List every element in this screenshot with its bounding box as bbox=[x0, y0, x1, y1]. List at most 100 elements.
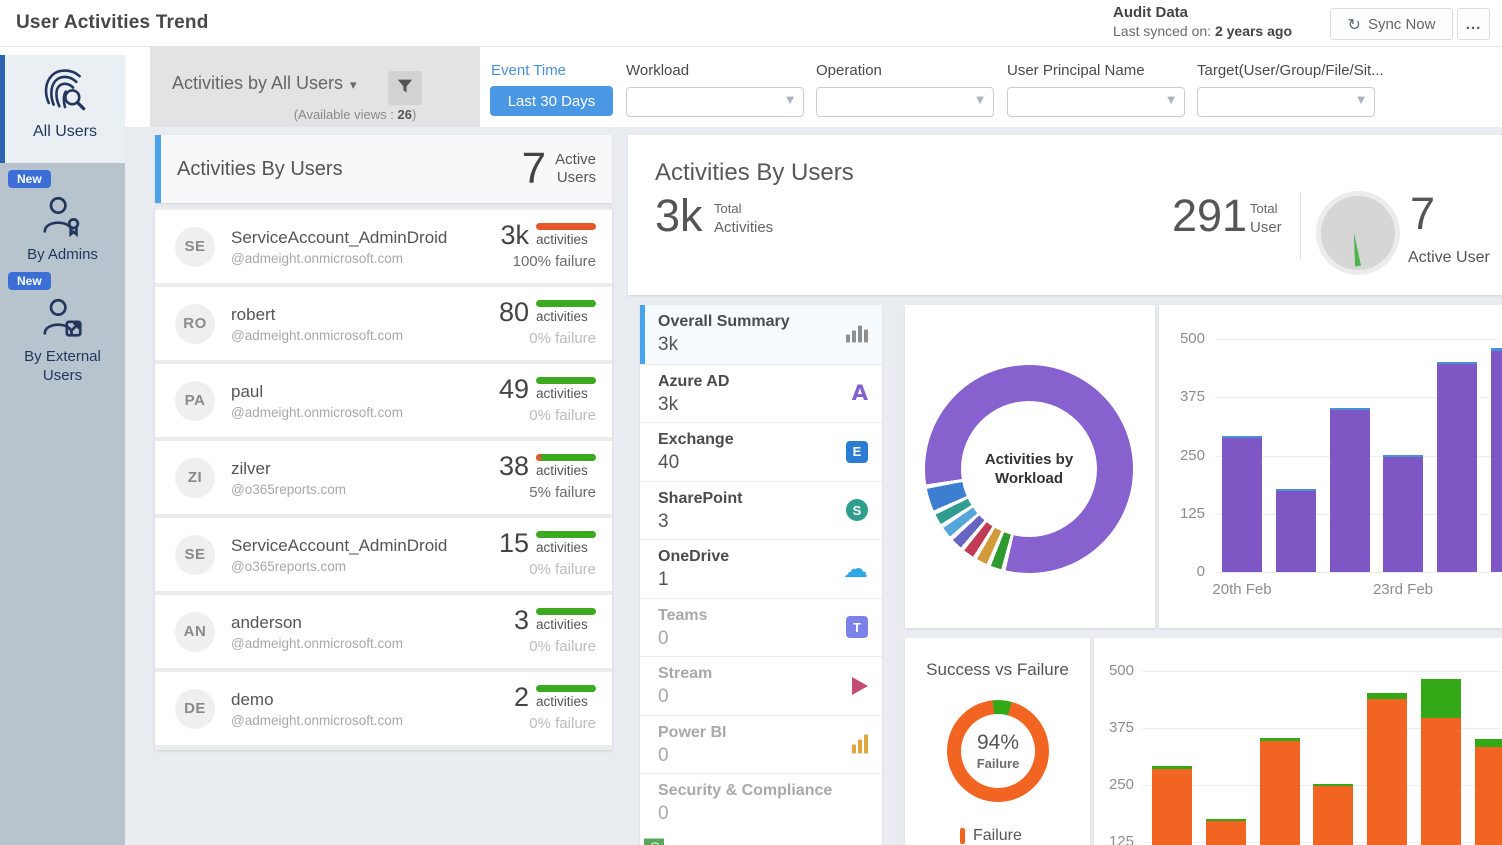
workload-donut-chart[interactable]: Activities by Workload bbox=[925, 365, 1133, 573]
workload-item-exchange[interactable]: Exchange 40 E bbox=[640, 422, 882, 481]
more-options-button[interactable]: ... bbox=[1457, 8, 1490, 40]
bar-segment-failure bbox=[1260, 741, 1300, 845]
user-cards: SE ServiceAccount_AdminDroid @admeight.onm… bbox=[155, 210, 612, 745]
user-info: demo @admeight.onmicrosoft.com bbox=[231, 690, 403, 728]
activity-unit-label: activities bbox=[536, 232, 588, 248]
workload-item-stream[interactable]: Stream 0 bbox=[640, 656, 882, 715]
filter-dropdown-target-user-group-file-sit: Target(User/Group/File/Sit... ▼ bbox=[1197, 62, 1384, 117]
user-metrics: 38 activities 5% failure bbox=[499, 453, 596, 501]
bar-24th-feb[interactable] bbox=[1437, 362, 1477, 572]
filter-label: Target(User/Group/File/Sit... bbox=[1197, 62, 1384, 79]
user-info: ServiceAccount_AdminDroid @o365reports.co… bbox=[231, 536, 447, 574]
sidebar-gap bbox=[0, 47, 125, 55]
activity-count-row: 15 activities bbox=[498, 528, 596, 559]
gridline bbox=[1142, 728, 1502, 729]
bar-23rd-feb[interactable] bbox=[1313, 784, 1353, 845]
workload-item-teams[interactable]: Teams 0 T bbox=[640, 597, 882, 656]
activity-bar-unit: activities bbox=[536, 300, 596, 324]
total-activities-value: 3k bbox=[655, 190, 703, 241]
workload-name: SharePoint bbox=[658, 489, 743, 507]
bar-22nd-feb[interactable] bbox=[1330, 408, 1370, 572]
gauge-needle bbox=[1350, 231, 1361, 267]
failure-ratio-fill bbox=[536, 223, 596, 231]
workload-item-overall-summary[interactable]: Overall Summary 3k bbox=[640, 305, 882, 364]
legend: Failure bbox=[960, 827, 1022, 845]
teams-icon: T bbox=[846, 616, 868, 639]
failure-ratio-bar bbox=[536, 608, 596, 616]
bar-segment-failure bbox=[1475, 747, 1502, 845]
bar-22nd-feb[interactable] bbox=[1260, 738, 1300, 845]
bar-24th-feb[interactable] bbox=[1367, 693, 1407, 845]
failure-percent-text: 5% failure bbox=[529, 483, 596, 501]
activity-unit-label: activities bbox=[536, 694, 588, 710]
workload-item-onedrive[interactable]: OneDrive 1 ☁ bbox=[640, 539, 882, 598]
activity-unit-label: activities bbox=[536, 540, 588, 556]
bar-23rd-feb[interactable] bbox=[1383, 455, 1423, 572]
failure-percent-label: Failure bbox=[976, 756, 1020, 771]
user-card[interactable]: AN anderson @admeight.onmicrosoft.com 3 acti… bbox=[155, 595, 612, 668]
bar-25th-feb[interactable] bbox=[1491, 348, 1502, 572]
admin-user-icon bbox=[0, 193, 125, 244]
user-email: @admeight.onmicrosoft.com bbox=[231, 250, 404, 266]
dropdown-select[interactable]: ▼ bbox=[626, 87, 804, 117]
workload-count: 3 bbox=[658, 510, 669, 532]
bar-20th-feb[interactable] bbox=[1152, 766, 1192, 845]
audit-data-block: Audit Data Last synced on: 2 years ago bbox=[1113, 4, 1292, 39]
activity-count: 2 bbox=[513, 682, 529, 713]
exchange-icon: E bbox=[846, 440, 868, 463]
workload-count: 0 bbox=[658, 744, 669, 766]
bar-segment-failure bbox=[1206, 821, 1246, 845]
workload-item-security-compliance[interactable]: Security & Compliance 0 bbox=[640, 773, 882, 845]
bar-21st-feb[interactable] bbox=[1276, 489, 1316, 572]
bar-25th-feb[interactable] bbox=[1421, 679, 1461, 845]
event-time-filter-button[interactable]: Last 30 Days bbox=[490, 86, 613, 116]
failure-percent-text: 0% failure bbox=[529, 714, 596, 732]
y-axis-label: 0 bbox=[1196, 563, 1205, 580]
filter-label: User Principal Name bbox=[1007, 62, 1145, 79]
success-vs-failure-donut-chart[interactable]: 94% Failure bbox=[947, 700, 1049, 802]
bar-segment-success bbox=[1367, 693, 1407, 699]
user-card[interactable]: PA paul @admeight.onmicrosoft.com 49 activit… bbox=[155, 364, 612, 437]
user-card[interactable]: RO robert @admeight.onmicrosoft.com 80 activ… bbox=[155, 287, 612, 360]
dropdown-select[interactable]: ▼ bbox=[816, 87, 994, 117]
activity-count: 15 bbox=[498, 528, 529, 559]
avatar: RO bbox=[175, 303, 215, 344]
success-failure-daily-plot: 125 250 375 500 bbox=[1094, 638, 1502, 845]
sidebar-item-by-admins[interactable]: New By Admins bbox=[0, 163, 125, 265]
azure-ad-icon: A bbox=[851, 381, 868, 406]
activity-count-row: 2 activities bbox=[513, 682, 596, 713]
avatar: ZI bbox=[175, 457, 215, 498]
failure-percent-text: 0% failure bbox=[529, 637, 596, 655]
user-card[interactable]: SE ServiceAccount_AdminDroid @o365reports.… bbox=[155, 518, 612, 591]
workload-name: OneDrive bbox=[658, 548, 730, 565]
user-metrics: 2 activities 0% failure bbox=[513, 682, 596, 732]
workload-name: Teams bbox=[658, 606, 708, 624]
bar-21st-feb[interactable] bbox=[1206, 819, 1246, 845]
filter-button[interactable] bbox=[388, 71, 422, 105]
x-axis-label: 20th Feb bbox=[1212, 581, 1272, 598]
bar-segment-azure-ad bbox=[1276, 491, 1316, 572]
y-axis-label: 375 bbox=[1108, 719, 1134, 736]
failure-percent-text: 0% failure bbox=[529, 329, 596, 347]
user-card[interactable]: SE ServiceAccount_AdminDroid @admeight.onm… bbox=[155, 210, 612, 283]
view-selector-dropdown[interactable]: Activities by All Users ▾ bbox=[172, 73, 357, 93]
dropdown-select[interactable]: ▼ bbox=[1007, 87, 1185, 117]
workload-item-azure-ad[interactable]: Azure AD 3k A bbox=[640, 363, 882, 422]
sidebar-item-by-external-users[interactable]: New By External Users bbox=[0, 265, 125, 386]
dropdown-select[interactable]: ▼ bbox=[1197, 87, 1375, 117]
workload-count: 1 bbox=[658, 569, 669, 590]
activity-count: 3 bbox=[513, 605, 529, 636]
user-card[interactable]: ZI zilver @o365reports.com 38 activities 5% f… bbox=[155, 441, 612, 514]
bar-segment-azure-ad bbox=[1222, 438, 1262, 572]
workload-item-power-bi[interactable]: Power BI 0 bbox=[640, 714, 882, 773]
y-axis-label: 250 bbox=[1179, 446, 1205, 464]
sidebar-item-all-users[interactable]: All Users bbox=[0, 55, 125, 163]
sync-now-button[interactable]: ↻ Sync Now bbox=[1330, 8, 1453, 40]
bar-26th-feb[interactable] bbox=[1475, 739, 1502, 845]
sidebar-item-label: By Admins bbox=[27, 246, 98, 263]
bar-20th-feb[interactable] bbox=[1222, 436, 1262, 572]
workload-item-sharepoint[interactable]: SharePoint 3 S bbox=[640, 480, 882, 539]
user-card[interactable]: DE demo @admeight.onmicrosoft.com 2 activiti… bbox=[155, 672, 612, 745]
user-name: ServiceAccount_AdminDroid bbox=[231, 227, 448, 247]
x-axis-label: 23rd Feb bbox=[1372, 581, 1434, 598]
